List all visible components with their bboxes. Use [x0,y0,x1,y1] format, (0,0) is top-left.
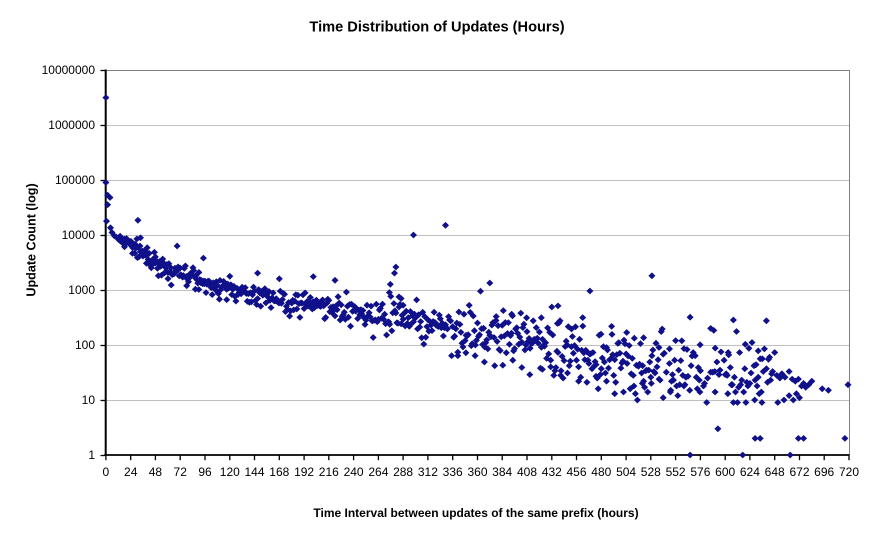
svg-text:100000: 100000 [55,173,95,187]
svg-text:456: 456 [566,465,586,479]
svg-text:480: 480 [591,465,611,479]
svg-text:Time Interval between updates: Time Interval between updates of the sam… [313,506,638,520]
svg-text:312: 312 [418,465,438,479]
svg-text:576: 576 [690,465,710,479]
svg-text:600: 600 [715,465,735,479]
svg-text:384: 384 [492,465,512,479]
svg-text:216: 216 [319,465,339,479]
svg-text:168: 168 [269,465,289,479]
svg-text:672: 672 [789,465,809,479]
svg-text:24: 24 [124,465,138,479]
svg-text:0: 0 [103,465,110,479]
svg-text:48: 48 [149,465,163,479]
svg-text:624: 624 [740,465,760,479]
svg-text:10: 10 [82,393,96,407]
svg-text:96: 96 [198,465,212,479]
svg-text:432: 432 [542,465,562,479]
svg-text:552: 552 [666,465,686,479]
svg-text:Time Distribution of Updates (: Time Distribution of Updates (Hours) [309,20,564,36]
svg-text:72: 72 [174,465,188,479]
svg-text:Update Count (log): Update Count (log) [25,183,39,296]
svg-text:144: 144 [244,465,264,479]
svg-text:288: 288 [393,465,413,479]
svg-text:696: 696 [814,465,834,479]
svg-text:360: 360 [467,465,487,479]
svg-text:264: 264 [368,465,388,479]
svg-text:120: 120 [220,465,240,479]
svg-text:648: 648 [765,465,785,479]
svg-text:10000: 10000 [62,228,96,242]
svg-text:10000000: 10000000 [42,63,96,77]
svg-text:192: 192 [294,465,314,479]
svg-text:240: 240 [344,465,364,479]
svg-text:528: 528 [641,465,661,479]
svg-text:1: 1 [88,448,95,462]
svg-text:1000000: 1000000 [48,118,95,132]
svg-text:504: 504 [616,465,636,479]
svg-text:408: 408 [517,465,537,479]
svg-text:1000: 1000 [68,283,95,297]
svg-text:336: 336 [443,465,463,479]
svg-text:100: 100 [75,338,95,352]
svg-text:720: 720 [839,465,859,479]
